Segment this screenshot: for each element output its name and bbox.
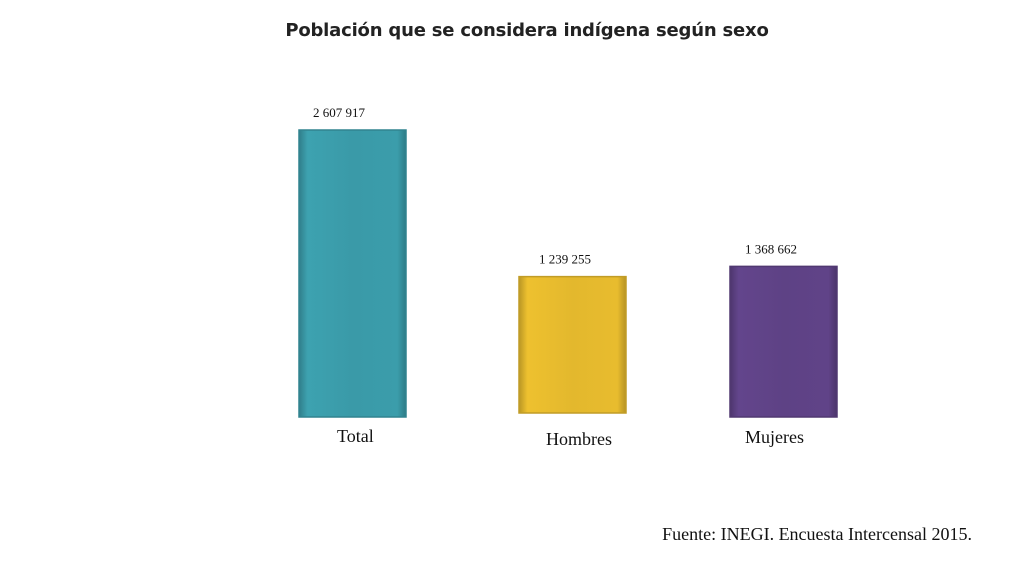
bars-group <box>298 129 838 418</box>
source-note: Fuente: INEGI. Encuesta Intercensal 2015… <box>662 524 972 544</box>
category-label-mujeres: Mujeres <box>745 427 804 447</box>
bar-total <box>298 129 407 418</box>
bar-hombres <box>518 275 627 414</box>
category-label-hombres: Hombres <box>546 429 612 449</box>
category-labels-group: Total Hombres Mujeres <box>337 426 804 449</box>
value-label-hombres: 1 239 255 <box>539 252 591 267</box>
value-label-mujeres: 1 368 662 <box>745 241 797 256</box>
category-label-total: Total <box>337 426 374 446</box>
chart-title: Población que se considera indígena segú… <box>285 20 769 41</box>
bar-mujeres <box>729 265 838 418</box>
value-label-total: 2 607 917 <box>313 105 366 120</box>
value-labels-group: 2 607 917 1 239 255 1 368 662 <box>313 105 797 267</box>
